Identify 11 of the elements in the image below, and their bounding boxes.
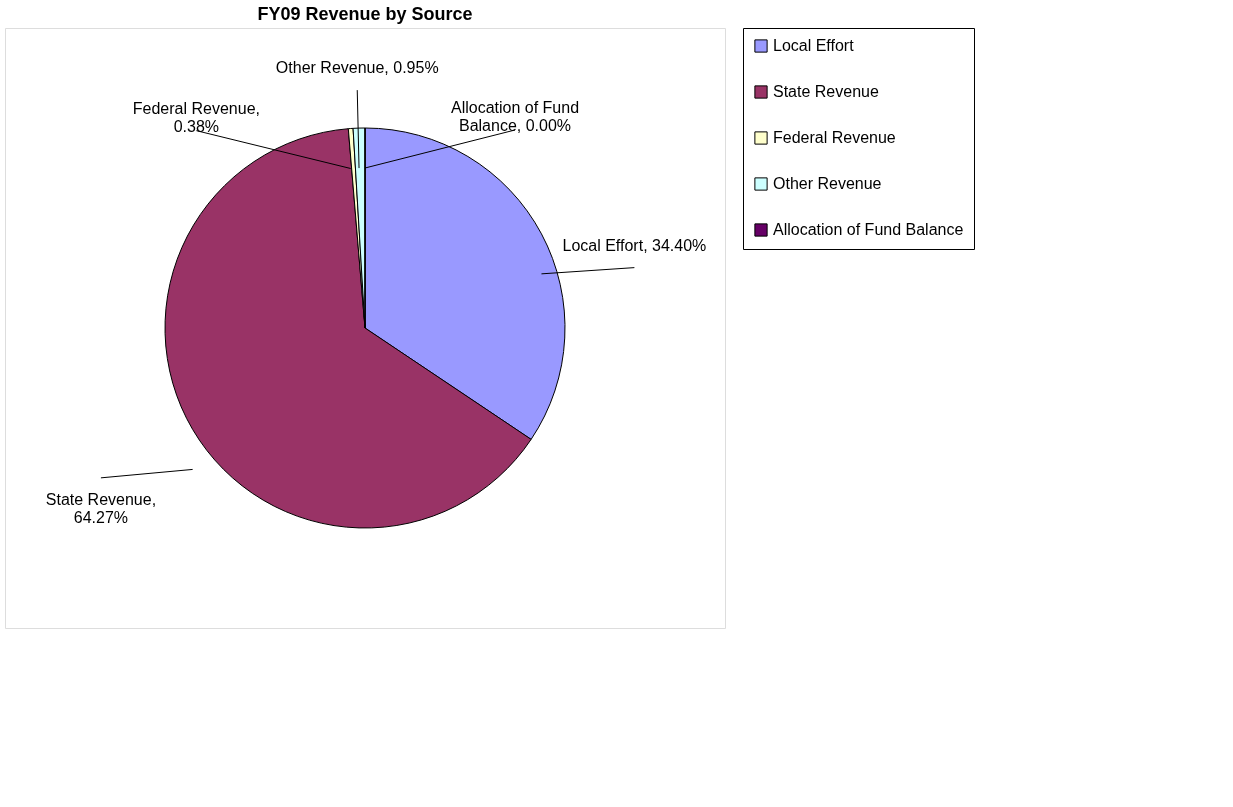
legend-label: Other Revenue	[773, 175, 882, 192]
data-label: Other Revenue, 0.95%	[275, 59, 439, 77]
chart-title: FY09 Revenue by Source	[257, 3, 473, 24]
legend-label: State Revenue	[773, 83, 879, 100]
legend-label: Allocation of Fund Balance	[773, 221, 964, 238]
legend-label: Federal Revenue	[773, 129, 896, 146]
legend-label: Local Effort	[773, 37, 855, 54]
data-label: Local Effort, 34.40%	[562, 236, 707, 254]
data-label: State Revenue, 64.27%	[45, 490, 157, 526]
data-label: Federal Revenue, 0.38%	[132, 99, 260, 135]
text: Allocation of Fund Balance, 0.00%	[450, 99, 580, 134]
